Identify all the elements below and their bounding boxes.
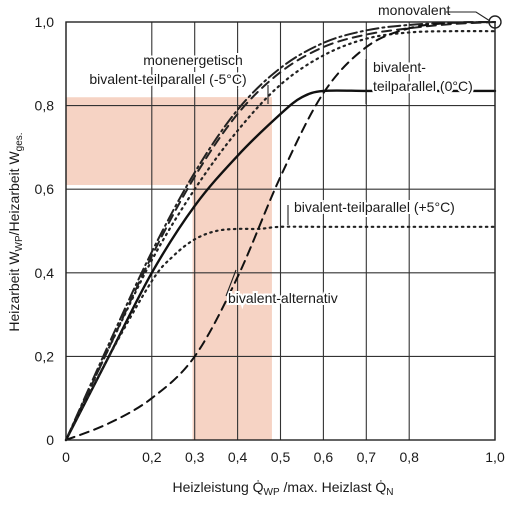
x-axis-title-mid: /max. Heizlast Q̇ [280,479,387,495]
annotation-monovalent: monovalent [378,2,450,18]
y-tick-label: 0,2 [35,348,55,364]
y-tick-label: 0,6 [35,181,55,197]
series-line-bivalent-alternativ [65,21,496,441]
shaded-region-2 [192,97,272,441]
annotation-teilparallel-0-c: teilparallel (0°C) [373,78,473,94]
x-axis-title-sub-wp: WP [264,487,280,498]
y-tick-label: 0,4 [35,265,55,281]
x-axis-title-sub-n: N [386,487,393,498]
y-tick-label: 0 [46,432,54,448]
y-tick-label: 0,8 [35,98,55,114]
series-line-bivalent-teilparallel-5-c [64,30,497,442]
x-tick-label: 0 [62,449,70,465]
annotation-leader-bivalent-alternativ [225,269,237,297]
series-line-bivalent-teilparallel-5-c [64,225,497,442]
x-axis-title-main: Heizleistung Q̇ [173,479,264,495]
x-tick-label: 0,8 [399,449,419,465]
x-tick-label: 0,4 [228,449,248,465]
series-line-bivalent-teilparallel-0-c [64,89,497,442]
annotation-bivalent-teilparallel-5-c: bivalent-teilparallel (-5°C) [89,71,246,87]
annotation-bivalent: bivalent- [373,59,426,75]
x-tick-label: 0,6 [314,449,334,465]
y-axis-title-sub-wp: WP [14,235,25,251]
x-tick-label: 0,3 [185,449,205,465]
plot-frame [65,21,496,441]
series-line-monovalent [65,21,496,441]
tick-labels: 0 0,2 0,3 0,4 0,5 0,6 0,7 0,8 1,0 0 0,2 0,4 0,6 0,8 1,… [35,14,505,465]
axes [65,21,496,441]
y-axis-title-sub-ges: ges. [14,132,25,151]
x-tick-label: 0,2 [142,449,162,465]
series-lines [64,21,497,442]
annotation-bivalent-teilparallel-5-c: bivalent-teilparallel (+5°C) [294,199,455,215]
annotation-bivalent-alternativ: bivalent-alternativ [228,290,338,306]
x-axis-title: Heizleistung Q̇WP /max. Heizlast Q̇N [173,479,394,498]
x-tick-label: 0,5 [271,449,291,465]
y-axis-title: Heizarbeit WWP/Heizarbeit Wges. [6,132,25,331]
x-tick-label: 1,0 [485,449,505,465]
x-tick-label: 0,7 [357,449,377,465]
y-axis-title-mid: /Heizarbeit W [6,151,22,236]
y-tick-label: 1,0 [35,14,55,30]
annotations: monovalent monenergetisch bivalent-teilpar… [87,0,502,308]
annotation-leader-monovalent [446,11,491,22]
annotation-monenergetisch: monenergetisch [143,52,243,68]
y-axis-title-main: Heizarbeit W [6,251,22,332]
monovalent-marker-circle [488,15,502,29]
